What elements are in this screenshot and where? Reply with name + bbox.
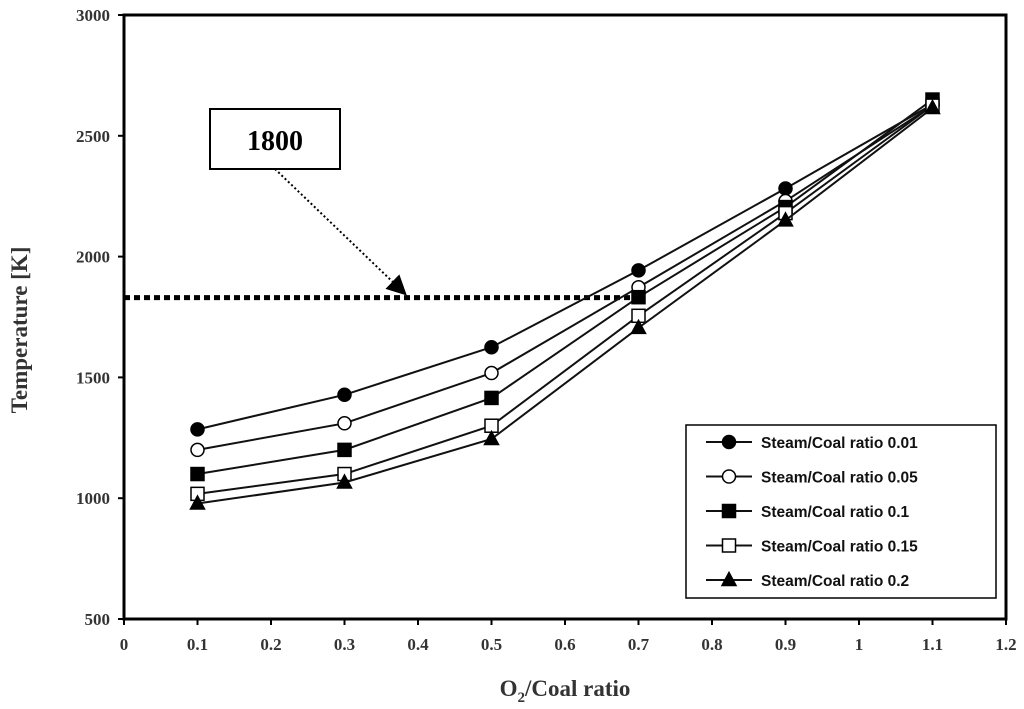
legend-marker [721,434,737,450]
data-point [483,429,500,446]
series-line [197,98,934,476]
x-tick-label: 0.2 [260,635,281,654]
y-tick-label: 500 [85,610,111,629]
data-point [924,98,941,115]
data-point [484,339,499,355]
legend-entry: Steam/Coal ratio 0.01 [706,434,918,452]
data-point [337,416,352,431]
data-point [484,390,499,406]
data-point [630,318,647,335]
legend-marker [721,538,737,553]
x-tick-label: 1.1 [922,635,943,654]
x-tick-label: 0.1 [187,635,208,654]
legend-entry: Steam/Coal ratio 0.15 [706,538,918,556]
data-point [777,211,794,227]
y-tick-label: 3000 [76,6,110,25]
data-point [484,365,499,381]
x-tick-label: 0.4 [407,635,429,654]
annotation-text: 1800 [247,126,303,157]
data-point [189,494,206,510]
series-line [197,104,934,451]
legend-entry: Steam/Coal ratio 0.05 [706,469,918,487]
legend-entry: Steam/Coal ratio 0.2 [706,570,909,590]
x-tick-label: 0 [120,635,129,654]
series-line [197,107,934,505]
x-axis-label: O2/Coal ratio [500,676,631,706]
x-tick-label: 1.2 [995,635,1016,654]
x-tick-label: 1 [855,635,864,654]
x-tick-label: 0.8 [701,635,722,654]
legend-entry: Steam/Coal ratio 0.1 [706,503,910,521]
y-tick-label: 1000 [76,489,110,508]
data-point [631,289,646,305]
data-point [190,466,205,482]
legend-label: Steam/Coal ratio 0.15 [761,539,918,556]
legend-label: Steam/Coal ratio 0.05 [761,470,918,487]
legend-label: Steam/Coal ratio 0.01 [761,435,918,452]
legend-marker [721,503,737,519]
data-point [337,442,352,458]
data-point [190,442,205,458]
data-point [336,473,353,489]
series-5 [189,98,941,510]
series-line [197,104,934,495]
x-tick-label: 0.7 [628,635,650,654]
y-tick-label: 1500 [76,368,110,387]
data-point [337,387,352,403]
annotation-arrow [274,168,407,296]
x-tick-label: 0.3 [334,635,355,654]
legend: Steam/Coal ratio 0.01 Steam/Coal ratio 0.… [685,424,997,599]
data-point [778,181,793,196]
x-axis-label-sub: 2 [517,690,525,706]
data-point [631,263,646,278]
annotation-box [209,108,341,170]
series-line [197,103,933,431]
y-axis-label: Temperature [K] [7,247,32,414]
legend-label: Steam/Coal ratio 0.1 [761,504,910,521]
x-tick-label: 0.6 [554,635,575,654]
x-tick-label: 0.9 [775,635,796,654]
x-tick-label: 0.5 [481,635,502,654]
data-point [190,422,205,437]
annotation: 1800 [209,108,407,296]
legend-label: Steam/Coal ratio 0.2 [761,573,909,590]
x-axis-label-main: O [500,676,518,701]
legend-marker [720,570,738,587]
y-tick-label: 2500 [76,127,110,146]
legend-marker [721,469,737,484]
x-axis-label-rest: /Coal ratio [524,676,630,701]
y-tick-label: 2000 [76,248,110,267]
